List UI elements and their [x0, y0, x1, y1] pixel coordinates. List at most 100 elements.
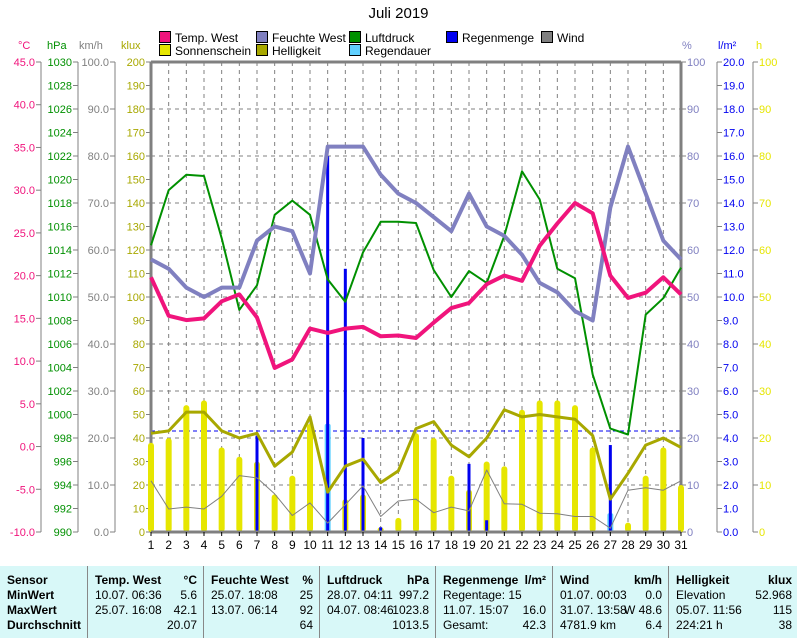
x-tick-label: 23 [533, 538, 547, 552]
axis-tick-label-wind: 20.0 [88, 433, 109, 445]
bar-rain [467, 463, 471, 532]
stats-col-sensor: Sensor MinWert MaxWert Durchschnitt [0, 566, 86, 638]
axis-tick-label-rain: 13.0 [723, 222, 744, 234]
x-tick-label: 14 [374, 538, 388, 552]
axis-tick-label-sunshine: 40 [759, 339, 771, 351]
axis-tick-label-wind: 50.0 [88, 292, 109, 304]
axis-tick-label-rain: 12.0 [723, 245, 744, 257]
stats-unit: % [302, 573, 313, 587]
x-tick-label: 26 [586, 538, 600, 552]
stats-header: Regenmenge [443, 573, 519, 587]
legend-swatch-wind [541, 31, 553, 43]
axis-unit-rain: l/m² [718, 40, 737, 52]
legend-humidity: Feuchte West [256, 31, 346, 45]
bar-sunshine [572, 405, 578, 532]
axis-tick-label-rain: 11.0 [723, 269, 744, 281]
axis-tick-label-rain: 8.0 [723, 339, 738, 351]
axis-tick-label-humidity: 50 [687, 292, 699, 304]
axis-tick-label-temp: -10.0 [10, 527, 35, 539]
axis-tick-label-brightness: 90 [133, 316, 145, 328]
axis-tick-label-temp: 15.0 [14, 313, 35, 325]
stats-unit: klux [767, 573, 792, 587]
bar-sunshine [589, 447, 596, 532]
axis-tick-label-brightness: 120 [127, 245, 145, 257]
axis-tick-label-pressure: 1000 [48, 410, 72, 422]
stats-value: W 48.6 [623, 603, 662, 617]
axis-tick-label-pressure: 1030 [48, 57, 72, 69]
axis-tick-label-wind: 100.0 [81, 57, 109, 69]
axis-tick-label-humidity: 70 [687, 198, 699, 210]
axis-tick-label-humidity: 100 [687, 57, 705, 69]
chart-title: Juli 2019 [368, 5, 429, 22]
legend-label: Luftdruck [365, 31, 415, 45]
stats-unit: °C [183, 573, 197, 587]
axis-unit-temp: °C [18, 40, 31, 52]
bar-sunshine [448, 475, 455, 532]
axis-unit-brightness: klux [121, 40, 141, 52]
stats-value: 16.0 [522, 603, 546, 617]
x-tick-label: 1 [148, 538, 155, 552]
axis-tick-label-pressure: 992 [54, 504, 72, 516]
legend-swatch-humidity [256, 31, 268, 43]
axis-tick-label-humidity: 10 [687, 480, 699, 492]
bar-sunshine [271, 494, 278, 532]
stats-value: 115 [772, 603, 792, 617]
x-tick-label: 2 [165, 538, 172, 552]
stats-text: Elevation [676, 588, 726, 602]
x-tick-label: 5 [218, 538, 225, 552]
axis-tick-label-sunshine: 60 [759, 245, 771, 257]
axis-tick-label-sunshine: 10 [759, 480, 771, 492]
legend-swatch-temp [159, 31, 171, 43]
bar-rain [343, 268, 347, 532]
axis-tick-label-rain: 5.0 [723, 410, 738, 422]
stats-table: Sensor MinWert MaxWert Durchschnitt Temp… [0, 566, 797, 638]
bar-sunshine [395, 517, 402, 532]
x-tick-label: 12 [339, 538, 353, 552]
lines [149, 144, 683, 529]
stats-value: 42.3 [522, 618, 546, 632]
axis-tick-label-rain: 16.0 [723, 151, 744, 163]
stats-value: 42.1 [173, 603, 197, 617]
x-tick-label: 17 [427, 538, 441, 552]
stats-unit: hPa [406, 573, 429, 587]
bar-rain [379, 527, 383, 532]
stats-time: 13.07. 06:14 [211, 603, 278, 617]
stats-header: Sensor [7, 573, 48, 587]
axis-tick-label-brightness: 100 [127, 292, 145, 304]
axis-tick-label-rain: 20.0 [723, 57, 744, 69]
bar-sunshine [413, 433, 419, 532]
legend-label: Sonnenschein [175, 44, 252, 58]
axis-tick-label-brightness: 150 [127, 175, 145, 187]
stats-header: Luftdruck [327, 573, 383, 587]
axis-tick-label-pressure: 998 [54, 433, 72, 445]
bar-sunshine [554, 400, 561, 532]
stats-value: 1013.5 [392, 618, 429, 632]
stats-value: 25 [299, 588, 313, 602]
x-tick-label: 11 [321, 538, 334, 552]
axis-tick-label-sunshine: 30 [759, 386, 771, 398]
axis-tick-label-brightness: 190 [127, 81, 145, 93]
axis-tick-label-rain: 9.0 [723, 316, 738, 328]
x-tick-label: 6 [236, 538, 243, 552]
bar-sunshine [289, 475, 296, 532]
stats-value: 997.2 [398, 588, 429, 602]
axis-unit-humidity: % [682, 40, 692, 52]
axis-tick-label-wind: 90.0 [88, 104, 109, 116]
axis-unit-pressure: hPa [47, 40, 67, 52]
axis-tick-label-wind: 60.0 [88, 245, 109, 257]
stats-value: 6.4 [645, 618, 662, 632]
axis-tick-label-rain: 0.0 [723, 527, 738, 539]
legend-brightness: Helligkeit [256, 44, 321, 58]
axis-tick-label-temp: 25.0 [14, 228, 35, 240]
stats-col-brightness: Helligkeit klux Elevation 52.968 05.07. … [668, 566, 797, 638]
legend-swatch-brightness [256, 44, 268, 56]
bar-sunshine [642, 475, 649, 532]
stats-value: 52.968 [755, 588, 792, 602]
axis-tick-label-rain: 18.0 [723, 104, 744, 116]
bar-sunshine [483, 461, 490, 532]
x-tick-label: 7 [254, 538, 261, 552]
stats-time: 10.07. 06:36 [95, 588, 162, 602]
axis-tick-label-pressure: 996 [54, 457, 72, 469]
axis-tick-label-temp: 20.0 [14, 271, 35, 283]
axis-tick-label-pressure: 1018 [48, 198, 72, 210]
